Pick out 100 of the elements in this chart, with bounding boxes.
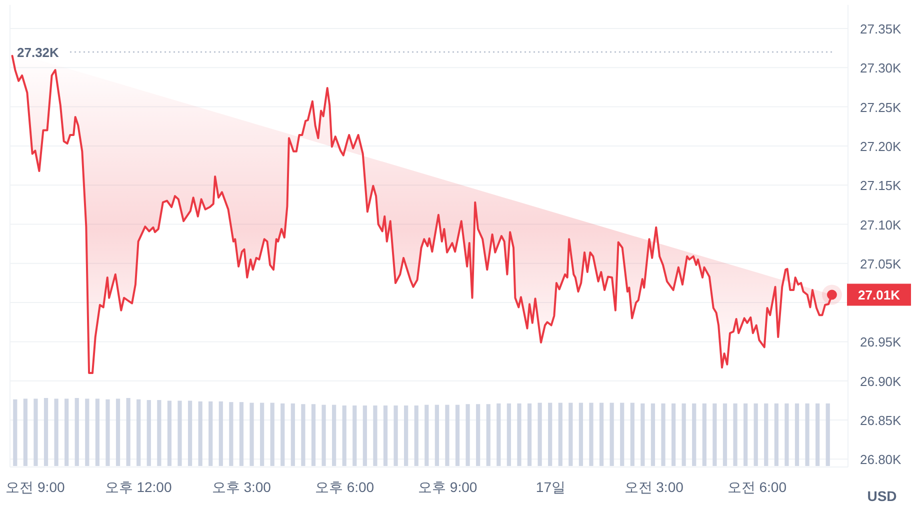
bar [445, 404, 450, 466]
y-axis-title: USD [867, 488, 897, 504]
bar [394, 405, 398, 466]
bar [136, 399, 141, 466]
bar [34, 398, 38, 466]
y-tick-label: 27.20K [860, 138, 902, 154]
bar [733, 403, 738, 466]
bar [620, 402, 624, 466]
bar [270, 402, 274, 466]
bar [342, 405, 346, 466]
bar [146, 400, 151, 466]
x-tick-label: 오전 3:00 [624, 479, 684, 495]
bar [568, 402, 573, 466]
bar [178, 400, 182, 466]
bar [74, 398, 79, 466]
bar [250, 402, 254, 466]
bar [805, 403, 810, 466]
y-tick-label: 26.80K [860, 452, 902, 468]
bar [260, 402, 264, 466]
bar [85, 398, 90, 466]
bar [301, 404, 306, 466]
bar [826, 403, 830, 466]
y-tick-label: 27.30K [860, 60, 902, 76]
bar [239, 402, 244, 466]
bar [506, 403, 511, 466]
bar [794, 403, 800, 466]
ref-line-label: 27.32K [17, 44, 60, 60]
bar [373, 405, 378, 466]
bar [208, 401, 213, 466]
bar [424, 404, 429, 466]
bar [290, 403, 295, 466]
bar [116, 398, 120, 466]
bar [434, 404, 439, 466]
bar [229, 402, 234, 466]
bar [754, 403, 758, 466]
bar [589, 402, 594, 466]
bar [517, 403, 522, 466]
bar [722, 403, 728, 466]
bar [671, 403, 676, 466]
x-tick-label: 오전 9:00 [6, 479, 65, 495]
bar [578, 402, 584, 466]
bar [23, 398, 28, 466]
bar [486, 404, 490, 466]
bar [106, 399, 110, 466]
y-tick-label: 27.15K [860, 178, 902, 194]
x-tick-label: 오후 6:00 [314, 479, 374, 495]
bar [599, 402, 604, 466]
bar [682, 403, 686, 466]
y-tick-label: 27.35K [860, 21, 902, 36]
bar [362, 405, 367, 466]
bar [322, 404, 326, 466]
bar [383, 405, 388, 466]
x-tick-label: 17일 [536, 479, 566, 495]
bar [455, 404, 460, 466]
bar [352, 405, 357, 466]
x-tick-label: 오전 6:00 [727, 479, 787, 495]
bar [630, 402, 634, 466]
bar [188, 400, 192, 466]
bar [311, 404, 316, 466]
bar [816, 403, 820, 466]
y-tick-label: 27.05K [860, 256, 902, 272]
bar [496, 403, 501, 466]
bar [126, 398, 130, 466]
bar [661, 403, 666, 466]
bar [466, 404, 470, 466]
bar [157, 400, 162, 466]
bar [44, 398, 48, 466]
bar [64, 398, 69, 466]
bar [744, 403, 748, 466]
annotation: 27.01K [858, 288, 901, 303]
bar [702, 403, 706, 466]
bar [476, 404, 480, 466]
bar [548, 402, 552, 466]
bar [218, 401, 223, 466]
bar [640, 403, 645, 466]
bar [13, 399, 18, 466]
bar [558, 402, 562, 466]
bar [414, 405, 418, 466]
bar [54, 398, 58, 466]
y-tick-label: 26.90K [860, 374, 902, 389]
bar [198, 401, 202, 466]
bar [764, 403, 768, 466]
y-tick-label: 26.95K [860, 334, 902, 350]
x-tick-label: 오후 12:00 [104, 479, 172, 495]
bar [527, 403, 532, 466]
bar [610, 402, 614, 466]
bar [650, 403, 656, 466]
bar [774, 403, 778, 466]
x-tick-label: 오후 9:00 [418, 479, 478, 495]
y-tick-label: 26.85K [860, 413, 902, 428]
bar [404, 405, 408, 466]
bar [538, 402, 542, 466]
x-tick-label: 오후 3:00 [212, 479, 272, 495]
bar [167, 400, 172, 466]
bar [332, 404, 336, 466]
y-tick-label: 27.10K [860, 217, 902, 232]
bar [95, 398, 100, 466]
bar [712, 403, 717, 466]
bar [280, 403, 285, 466]
bar [692, 403, 696, 466]
